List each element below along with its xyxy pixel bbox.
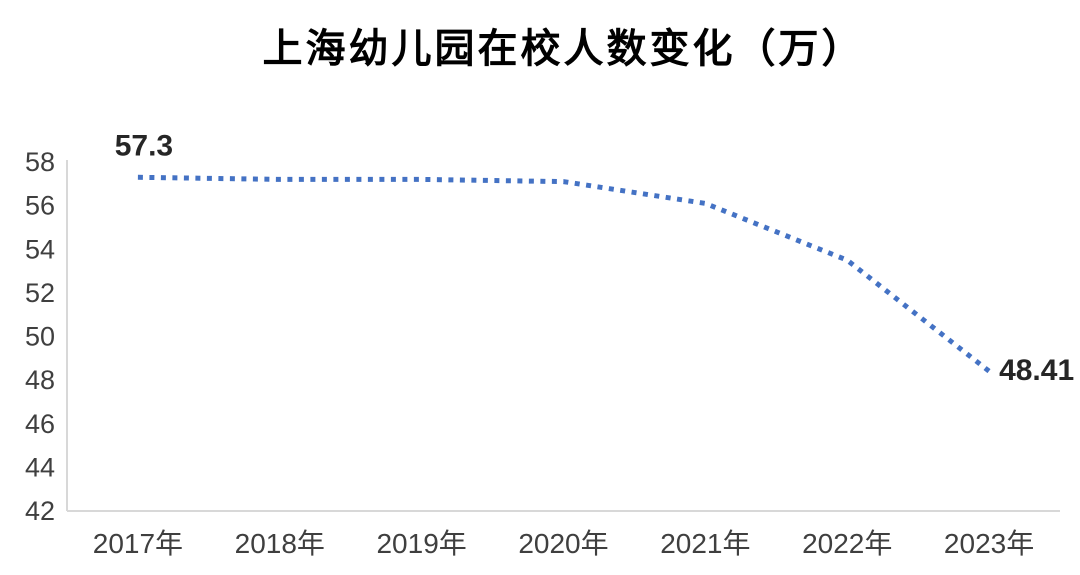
y-axis-tick-label: 54 [25,234,55,264]
y-axis-tick-label: 42 [25,496,55,526]
y-axis-tick-label: 52 [25,278,55,308]
x-axis-tick-label: 2019年 [376,528,466,559]
trend-line [137,174,991,374]
data-point-label-first: 57.3 [115,129,173,162]
y-axis-tick-label: 58 [25,147,55,177]
y-axis-tick-label: 46 [25,409,55,439]
y-axis-tick-label: 48 [25,365,55,395]
data-point-label-last: 48.41 [999,354,1074,387]
x-axis-tick-label: 2022年 [802,528,892,559]
y-axis-tick-label: 44 [25,452,55,482]
y-axis-tick-label: 50 [25,322,55,352]
x-axis-tick-label: 2018年 [235,528,325,559]
x-axis-tick-label: 2021年 [660,528,750,559]
chart-title: 上海幼儿园在校人数变化（万） [262,26,865,71]
x-axis-tick-label: 2023年 [944,528,1034,559]
y-axis-tick-label: 56 [25,191,55,221]
x-axis-tick-label: 2017年 [93,528,183,559]
x-axis-tick-label: 2020年 [518,528,608,559]
